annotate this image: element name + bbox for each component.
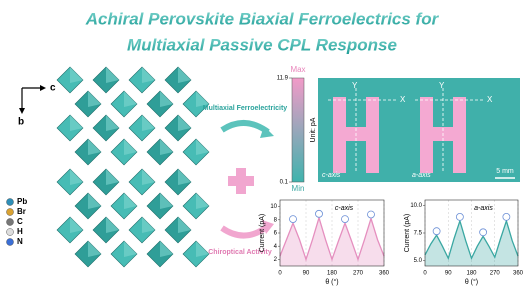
crystal-structure bbox=[57, 67, 209, 267]
x-axis-label: θ (°) bbox=[465, 278, 478, 286]
peak-marker bbox=[342, 216, 349, 223]
element-label: Pb bbox=[17, 197, 27, 206]
atom bbox=[7, 199, 14, 206]
colorbar-min: Min bbox=[292, 184, 305, 193]
title-line: Multiaxial Passive CPL Response bbox=[127, 35, 397, 54]
y-tick-label: 8 bbox=[274, 217, 278, 223]
plus-sign bbox=[228, 168, 254, 194]
y-axis-label: Current (pA) bbox=[259, 214, 266, 253]
x-tick-label: 180 bbox=[466, 271, 477, 277]
y-tick-label: 5.0 bbox=[414, 258, 423, 264]
peak-marker bbox=[480, 229, 487, 236]
x-tick-label: 90 bbox=[303, 271, 310, 277]
scale-label: 5 mm bbox=[496, 168, 514, 175]
x-axis-label: θ (°) bbox=[325, 278, 338, 286]
axis-label: b bbox=[18, 117, 24, 128]
x-tick-label: 0 bbox=[278, 271, 282, 277]
axis-y: Y bbox=[439, 81, 445, 90]
x-tick-label: 270 bbox=[490, 271, 501, 277]
graphical-abstract: Achiral Perovskite Biaxial Ferroelectric… bbox=[0, 0, 525, 296]
x-tick-label: 180 bbox=[327, 271, 338, 277]
element-label: C bbox=[17, 217, 23, 226]
title-line: Achiral Perovskite Biaxial Ferroelectric… bbox=[85, 9, 440, 28]
axis-label: c bbox=[50, 83, 56, 94]
arrow bbox=[222, 123, 268, 132]
colorbar-tick-label: 0.1 bbox=[280, 180, 289, 186]
y-tick-label: 4 bbox=[274, 244, 278, 250]
y-tick-label: 10.0 bbox=[410, 203, 422, 209]
peak-marker bbox=[456, 213, 463, 220]
x-tick-label: 0 bbox=[423, 271, 427, 277]
colorbar-tick-label: 11.9 bbox=[277, 76, 289, 82]
element-label: N bbox=[17, 237, 23, 246]
y-tick-label: 6 bbox=[274, 231, 278, 237]
y-tick-label: 7.5 bbox=[414, 231, 423, 237]
x-tick-label: 360 bbox=[379, 271, 390, 277]
x-tick-label: 90 bbox=[445, 271, 452, 277]
atom bbox=[7, 239, 14, 246]
process-label: Multiaxial Ferroelectricity bbox=[203, 105, 288, 112]
x-tick-label: 360 bbox=[513, 271, 524, 277]
panel-label: a-axis bbox=[412, 172, 431, 179]
panel-label: c-axis bbox=[322, 172, 341, 179]
axis-x: X bbox=[400, 95, 406, 104]
peak-marker bbox=[433, 228, 440, 235]
chart-title: c-axis bbox=[335, 205, 354, 212]
atom bbox=[7, 219, 14, 226]
x-tick-label: 270 bbox=[353, 271, 364, 277]
element-label: Br bbox=[17, 207, 26, 216]
colorbar bbox=[292, 78, 304, 182]
atom bbox=[7, 229, 14, 236]
colorbar-max: Max bbox=[290, 65, 305, 74]
y-tick-label: 2 bbox=[274, 257, 278, 263]
chart-title: a-axis bbox=[474, 205, 493, 212]
axes-indicator: c b bbox=[18, 83, 56, 128]
peak-marker bbox=[368, 211, 375, 218]
colorbar-ticks: 11.9 0.1 bbox=[277, 76, 292, 186]
axis-y: Y bbox=[352, 81, 358, 90]
y-axis-label: Current (pA) bbox=[404, 214, 411, 253]
colorbar-unit: Unit: pA bbox=[310, 117, 317, 142]
peak-marker bbox=[316, 210, 323, 217]
axis-x: X bbox=[487, 95, 493, 104]
peak-marker bbox=[290, 216, 297, 223]
peak-marker bbox=[503, 213, 510, 220]
atom bbox=[7, 209, 14, 216]
element-label: H bbox=[17, 227, 23, 236]
y-tick-label: 10 bbox=[270, 204, 277, 210]
